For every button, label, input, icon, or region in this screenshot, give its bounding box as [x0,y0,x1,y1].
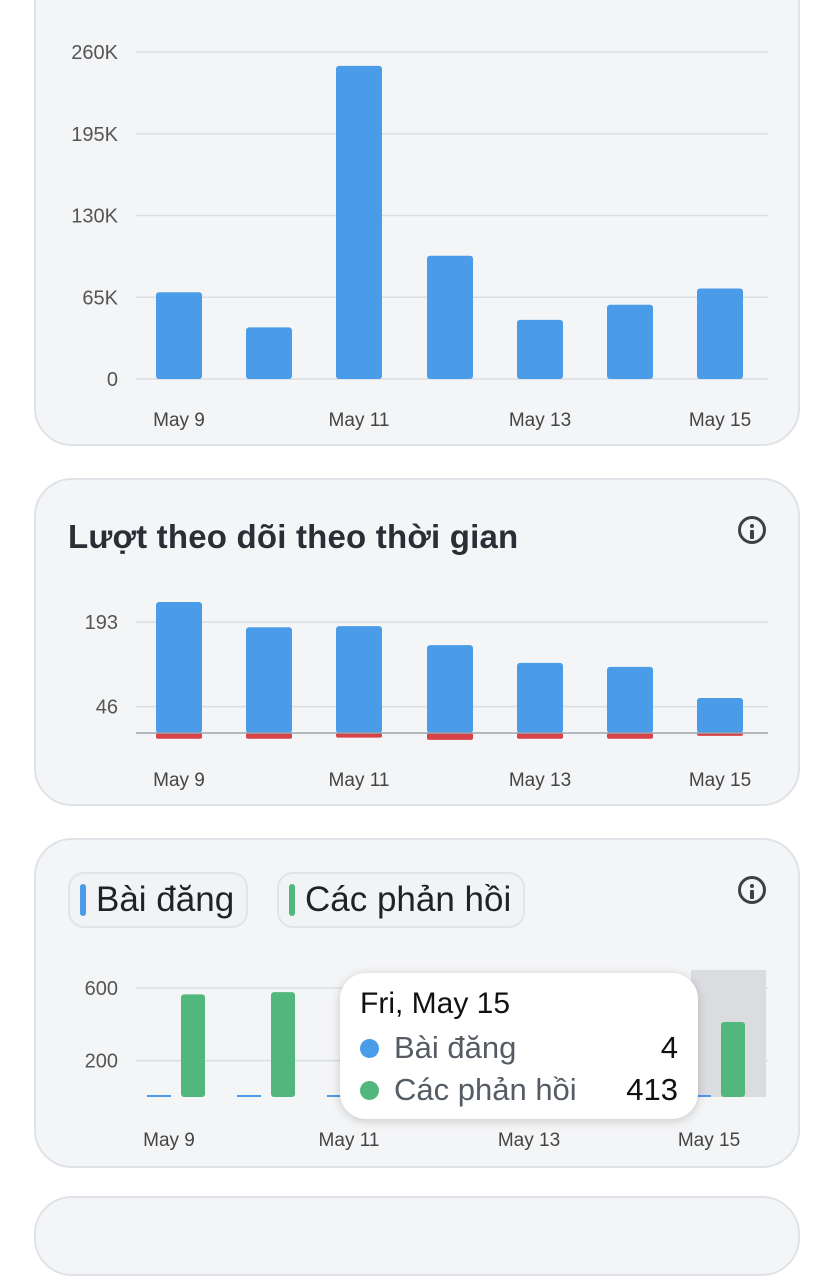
x-tick-label: May 15 [678,1130,740,1151]
next-card [34,1196,800,1276]
y-tick-label: 193 [85,612,118,634]
impressions-chart-card: 0 65K 130K 195K 260K May 9 May 11 May 13 May 15 [34,0,800,446]
y-tick-label: 46 [96,697,118,719]
bar-lost [246,733,292,739]
bar [246,327,292,379]
y-tick-label: 195K [71,124,118,146]
posts-color-marker [80,884,86,916]
info-icon[interactable] [738,516,766,544]
x-tick-label: May 15 [689,410,751,431]
legend-posts-toggle[interactable]: Bài đăng [68,872,249,928]
legend-posts-label: Bài đăng [96,880,235,919]
x-tick-label: May 11 [319,1130,380,1151]
bar-posts [327,1095,351,1097]
x-tick-label: May 9 [143,1130,195,1151]
x-tick-label: May 11 [329,770,390,791]
tooltip-replies-label: Các phản hồi [394,1072,577,1107]
bar-gained [697,697,743,733]
bar-lost [517,733,563,739]
bar-lost [336,733,382,738]
bar-gained [517,662,563,733]
posts-dot-icon [360,1038,379,1058]
legend-replies-label: Các phản hồi [305,880,512,919]
y-tick-label: 200 [85,1051,118,1073]
bar-lost [427,733,473,740]
tooltip-posts-label: Bài đăng [394,1030,517,1065]
tooltip-row-posts: Bài đăng 4 [360,1027,678,1069]
impressions-bar-chart[interactable]: 0 65K 130K 195K 260K May 9 May 11 May 13 May 15 [36,0,800,446]
y-tick-label: 0 [107,369,118,391]
bar-replies [181,994,205,1097]
bar-gained [246,627,292,733]
posts-replies-chart-card: Bài đăng Các phản hồi 200 600 May 9 May 11 M… [34,838,800,1168]
tooltip-row-replies: Các phản hồi 413 [360,1069,678,1111]
bar-replies [721,1021,745,1097]
bar-gained [427,645,473,733]
x-tick-label: May 13 [509,770,571,791]
bar [427,255,473,379]
y-tick-label: 600 [85,978,118,1000]
bar-gained [607,666,653,733]
replies-dot-icon [360,1080,379,1100]
bar [156,292,202,379]
y-tick-label: 260K [71,42,118,64]
x-tick-label: May 11 [329,410,390,431]
y-tick-label: 65K [82,287,118,309]
bar-posts [147,1095,171,1097]
bar [697,288,743,379]
followers-bar-chart[interactable]: 46 193 May 9 May 11 May 13 May 15 [36,480,800,806]
bar-replies [271,992,295,1097]
x-tick-label: May 13 [509,410,571,431]
x-tick-label: May 9 [153,410,205,431]
x-tick-label: May 13 [498,1130,560,1151]
y-tick-label: 130K [71,206,118,228]
tooltip-replies-value: 413 [626,1072,678,1107]
followers-chart-card: Lượt theo dõi theo thời gian 46 193 May 9 M… [34,478,800,806]
bar [607,304,653,379]
tooltip-posts-value: 4 [660,1030,678,1065]
legend-replies-toggle[interactable]: Các phản hồi [277,872,526,928]
bar-gained [156,602,202,733]
x-tick-label: May 9 [153,770,205,791]
bar-lost [156,733,202,739]
x-tick-label: May 15 [689,770,751,791]
tooltip-date: Fri, May 15 [360,987,511,1020]
bar-posts [237,1095,261,1097]
bar-gained [336,626,382,733]
chart-tooltip: Fri, May 15 Bài đăng 4 Các phản hồi 413 [340,973,698,1119]
info-icon[interactable] [738,876,766,904]
bar-lost [607,733,653,739]
bar [336,65,382,379]
followers-chart-title: Lượt theo dõi theo thời gian [68,518,519,555]
bar [517,319,563,379]
replies-color-marker [289,884,295,916]
bar-posts [687,1095,711,1097]
